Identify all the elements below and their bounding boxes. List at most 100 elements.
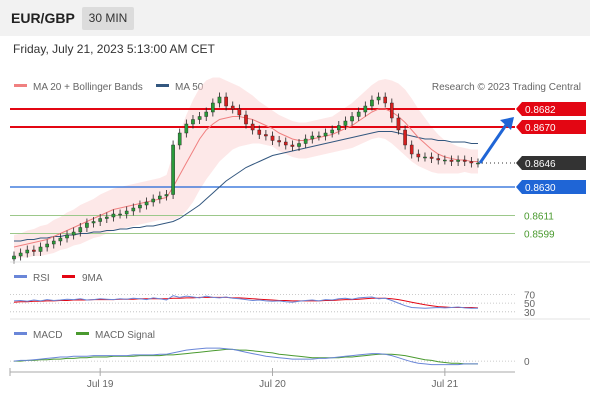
candle: [164, 190, 169, 201]
candle-body: [65, 234, 69, 239]
candle: [390, 98, 394, 123]
candle-body: [330, 129, 334, 134]
price-panel: 0.8682 0.8670 0.8646 0.8630 0.8611 0.8599: [10, 77, 586, 264]
bollinger-band: [14, 77, 478, 259]
candle: [476, 158, 480, 168]
candle: [436, 154, 441, 165]
candle: [25, 245, 30, 258]
candle: [98, 214, 102, 226]
macd-legend-swatch: [14, 332, 27, 335]
candle-body: [350, 116, 354, 122]
timeframe-button[interactable]: 30 MIN: [82, 7, 134, 30]
candle: [429, 152, 434, 163]
candle: [118, 209, 122, 219]
candle-body: [416, 153, 421, 158]
candle: [32, 245, 36, 256]
forecast-arrow-head: [500, 117, 514, 130]
candle: [350, 112, 354, 126]
candle-body: [323, 132, 328, 137]
candle: [204, 107, 209, 121]
candle: [396, 113, 401, 135]
level-tag-0.8670: [516, 120, 586, 134]
candle: [310, 131, 315, 144]
candle: [58, 233, 63, 246]
candle: [257, 125, 262, 139]
candle-body: [237, 108, 242, 116]
candle: [111, 209, 116, 222]
candle: [337, 121, 341, 135]
x-tick-label: Jul 21: [432, 379, 459, 390]
candle: [78, 223, 83, 237]
candle: [443, 155, 447, 165]
candle: [270, 131, 275, 145]
level-tag-0.8682: [516, 102, 586, 116]
candle: [85, 218, 89, 232]
candle-body: [244, 114, 248, 125]
ma20-legend-label: MA 20 + Bollinger Bands: [33, 82, 143, 93]
candle: [138, 200, 142, 213]
candle: [462, 155, 467, 166]
rsi-line: [13, 295, 478, 309]
candle-body: [184, 123, 189, 134]
level-label-0.8646: 0.8646: [525, 159, 556, 170]
candle: [177, 128, 182, 150]
symbol-title: EUR/GBP: [11, 10, 75, 26]
candle-body: [144, 201, 149, 206]
candle-body: [158, 195, 162, 200]
candle-body: [290, 144, 295, 147]
macd-tick-0: 0: [524, 357, 530, 368]
rsi-tick-70: 70: [524, 290, 536, 301]
candle-body: [171, 144, 175, 195]
candle: [409, 140, 414, 159]
candle: [290, 140, 295, 151]
candle-body: [370, 99, 374, 107]
candle: [217, 92, 222, 108]
candle-body: [230, 105, 235, 110]
candle-body: [131, 207, 136, 212]
x-tick-label: Jul 20: [259, 379, 286, 390]
candle: [124, 206, 129, 219]
candle: [317, 131, 321, 141]
header-bar: EUR/GBP 30 MIN: [0, 0, 590, 36]
candle-body: [257, 129, 262, 135]
candle-body: [71, 231, 76, 236]
candle-body: [436, 158, 441, 161]
candle-body: [25, 249, 30, 254]
candle-body: [211, 102, 215, 113]
candle: [51, 236, 56, 249]
candle: [370, 95, 374, 111]
candle-body: [403, 129, 407, 146]
candle: [323, 128, 328, 141]
candle-body: [32, 249, 36, 252]
candle: [449, 155, 454, 166]
candle: [191, 115, 195, 129]
candle: [197, 112, 202, 124]
candle-body: [85, 222, 89, 228]
ma9-legend-swatch: [62, 275, 75, 278]
candle-body: [78, 227, 83, 233]
candle: [71, 227, 76, 240]
candle-body: [177, 132, 182, 146]
candle-body: [58, 237, 63, 242]
candle: [18, 248, 23, 261]
level-label-0.8682: 0.8682: [525, 105, 556, 116]
candle-body: [111, 213, 116, 218]
candle: [297, 139, 301, 151]
candle: [104, 212, 109, 223]
candle: [416, 149, 421, 162]
candle-body: [204, 111, 209, 117]
candle-body: [264, 134, 268, 137]
candle-body: [18, 252, 23, 257]
candle-body: [469, 161, 474, 164]
candle-body: [443, 159, 447, 162]
candle: [237, 104, 242, 120]
candle: [303, 134, 308, 148]
candle: [277, 136, 281, 147]
candle-body: [409, 144, 414, 155]
signal-legend-swatch: [76, 332, 89, 335]
candle-body: [197, 116, 202, 120]
candle-body: [38, 246, 43, 252]
candle-body: [317, 135, 321, 138]
